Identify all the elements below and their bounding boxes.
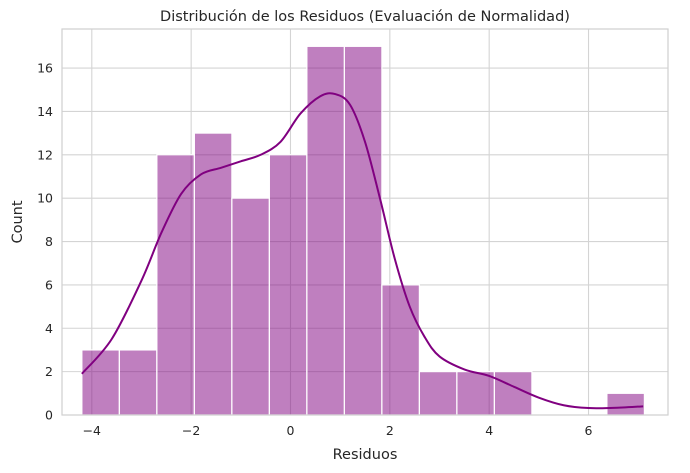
histogram-bar (343, 45, 383, 416)
histogram-bars (81, 45, 646, 416)
y-tick-labels: 0 2 4 6 8 10 12 14 16 (37, 61, 53, 423)
y-tick-label: 4 (45, 321, 53, 336)
y-tick-label: 14 (37, 104, 53, 119)
kde-curve-group (81, 92, 644, 410)
histogram-bar (231, 197, 270, 416)
x-axis-label: Residuos (333, 447, 398, 463)
y-tick-label: 10 (37, 191, 53, 206)
y-tick-label: 12 (37, 147, 53, 162)
x-tick-labels: −4 −2 0 2 4 6 (83, 423, 593, 438)
y-tick-label: 6 (45, 277, 53, 292)
x-tick-label: 6 (585, 423, 593, 438)
histogram-bar (193, 132, 233, 416)
histogram-bar (156, 154, 195, 416)
x-tick-label: 4 (485, 423, 493, 438)
plot-frame (61, 28, 669, 416)
y-tick-label: 0 (45, 408, 53, 423)
x-tick-label: −2 (182, 423, 200, 438)
y-axis-label: Count (10, 200, 26, 243)
kde-curve (81, 92, 644, 410)
histogram-bar (381, 284, 420, 416)
y-tick-label: 16 (37, 61, 53, 76)
histogram-bar (493, 371, 533, 416)
histogram-bar (606, 392, 646, 416)
histogram-bar (81, 349, 120, 416)
histogram-bar (268, 154, 308, 416)
x-tick-label: 0 (287, 423, 295, 438)
histogram-bar (456, 371, 495, 416)
histogram-bar (418, 371, 458, 416)
histogram-bar (118, 349, 158, 416)
chart-title: Distribución de los Residuos (Evaluación… (160, 9, 570, 25)
x-tick-label: −4 (83, 423, 101, 438)
x-tick-label: 2 (386, 423, 394, 438)
y-tick-label: 2 (45, 364, 53, 379)
y-tick-label: 8 (45, 234, 53, 249)
